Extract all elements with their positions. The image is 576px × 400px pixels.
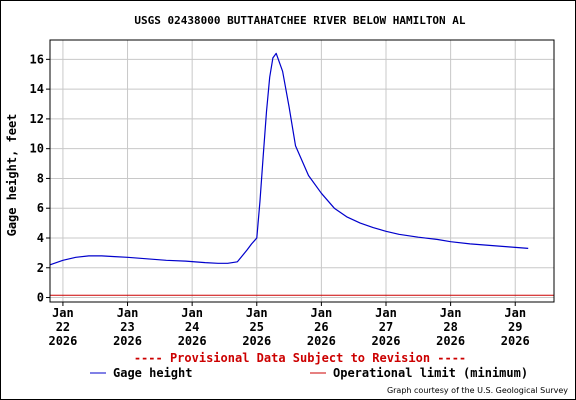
x-tick-label: 29	[508, 320, 522, 334]
x-tick-label: 2026	[178, 334, 207, 348]
x-tick-label: Jan	[181, 306, 203, 320]
x-tick-label: 2026	[436, 334, 465, 348]
y-tick-labels: 0 2 4 6 8 10 12 14 16	[30, 52, 50, 305]
x-tick-label: 28	[443, 320, 457, 334]
x-tick-label: 27	[379, 320, 393, 334]
x-tick-label: 22	[56, 320, 70, 334]
x-tick-labels: Jan222026Jan232026Jan242026Jan252026Jan2…	[48, 302, 530, 348]
series-layer	[49, 52, 529, 266]
legend-label-gage-height: Gage height	[113, 366, 192, 380]
x-tick-label: 2026	[307, 334, 336, 348]
x-tick-label: 2026	[242, 334, 271, 348]
y-tick-label: 0	[37, 291, 44, 305]
courtesy-note: Graph courtesy of the U.S. Geological Su…	[387, 386, 568, 395]
chart-title: USGS 02438000 BUTTAHATCHEE RIVER BELOW H…	[134, 14, 466, 27]
y-tick-label: 8	[37, 171, 44, 185]
x-tick-label: 2026	[501, 334, 530, 348]
y-axis-label: Gage height, feet	[5, 114, 19, 237]
grid-lines	[50, 40, 554, 302]
x-tick-label: 2026	[113, 334, 142, 348]
y-tick-label: 10	[30, 142, 44, 156]
legend-label-operational-limit: Operational limit (minimum)	[333, 366, 528, 380]
x-tick-label: Jan	[375, 306, 397, 320]
x-tick-label: 26	[314, 320, 328, 334]
series-gage-height-line	[49, 52, 529, 266]
y-tick-label: 12	[30, 112, 44, 126]
y-tick-label: 2	[37, 261, 44, 275]
x-tick-label: Jan	[311, 306, 333, 320]
provisional-notice: ---- Provisional Data Subject to Revisio…	[134, 351, 466, 365]
x-tick-label: 2026	[48, 334, 77, 348]
y-tick-label: 14	[30, 82, 44, 96]
x-tick-label: Jan	[117, 306, 139, 320]
legend: Gage height Operational limit (minimum)	[90, 366, 528, 380]
x-tick-label: 23	[120, 320, 134, 334]
plot-area-border	[49, 39, 555, 303]
x-tick-label: Jan	[504, 306, 526, 320]
x-tick-label: Jan	[246, 306, 268, 320]
x-tick-label: Jan	[440, 306, 462, 320]
x-tick-label: 2026	[372, 334, 401, 348]
y-tick-label: 6	[37, 201, 44, 215]
x-tick-label: 24	[185, 320, 199, 334]
x-tick-label: Jan	[52, 306, 74, 320]
x-tick-label: 25	[250, 320, 264, 334]
y-tick-label: 4	[37, 231, 44, 245]
y-tick-label: 16	[30, 52, 44, 66]
